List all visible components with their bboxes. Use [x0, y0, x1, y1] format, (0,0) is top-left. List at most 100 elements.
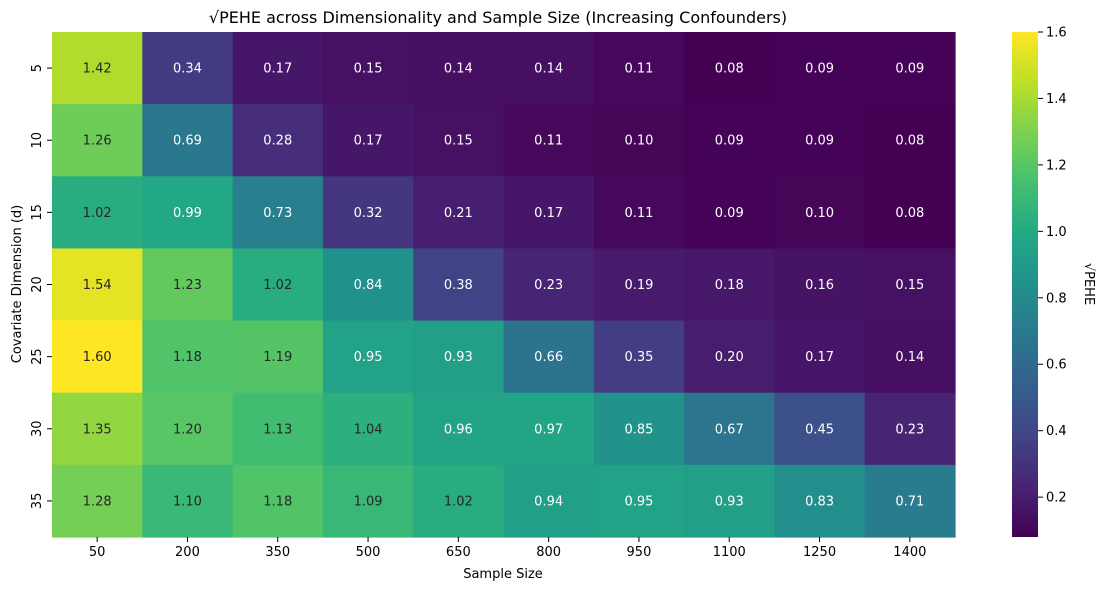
cell-value-label: 1.18 [173, 350, 202, 365]
colorbar-ticks: 0.2 0.4 0.6 0.8 1.0 1.2 1.4 1.6 [1038, 26, 1067, 506]
x-tick-label: 800 [536, 545, 561, 560]
cell-value-label: 0.95 [354, 350, 383, 365]
colorbar-tick-label: 1.4 [1046, 92, 1067, 107]
cell-value-label: 0.71 [895, 494, 924, 509]
heatmap-cell [684, 392, 775, 466]
heatmap-cell [52, 392, 143, 466]
y-tick-label: 5 [30, 64, 45, 72]
x-tick-label: 1100 [713, 545, 746, 560]
cell-value-label: 1.35 [83, 422, 112, 437]
heatmap-cell [774, 464, 866, 538]
cell-value-label: 1.26 [83, 134, 112, 149]
heatmap-cell [503, 320, 595, 394]
heatmap-cell [413, 392, 505, 466]
heatmap-cell [593, 392, 685, 466]
cell-value-label: 0.21 [444, 206, 473, 221]
heatmap-cell [322, 464, 414, 538]
cell-value-label: 0.93 [444, 350, 473, 365]
cell-value-label: 0.11 [534, 134, 563, 149]
cell-value-label: 0.20 [715, 350, 744, 365]
colorbar-tick-label: 0.4 [1046, 424, 1067, 439]
heatmap-cell [322, 104, 414, 177]
cell-value-label: 0.15 [354, 62, 383, 77]
cell-value-label: 0.96 [444, 422, 473, 437]
heatmap-cell [52, 32, 143, 105]
cell-value-label: 1.02 [83, 206, 112, 221]
cell-value-label: 0.73 [263, 206, 292, 221]
x-axis-ticks: 50 200 350 500 650 800 950 1100 1250 1400 [89, 537, 926, 560]
heatmap-cell [322, 176, 414, 250]
cell-value-label: 0.85 [624, 422, 653, 437]
heatmap-cell [864, 392, 956, 466]
heatmap-cell [593, 104, 685, 177]
cell-value-label: 0.19 [624, 278, 653, 293]
cell-value-label: 0.97 [534, 422, 563, 437]
cell-value-label: 0.09 [715, 206, 744, 221]
heatmap-cell [864, 32, 956, 105]
heatmap-cell [413, 320, 505, 394]
colorbar-tick-label: 0.6 [1046, 358, 1067, 373]
cell-value-label: 0.84 [354, 278, 383, 293]
heatmap-cell [232, 32, 324, 105]
x-tick-label: 1250 [803, 545, 836, 560]
heatmap-cell [142, 176, 234, 250]
heatmap-cell [52, 176, 143, 250]
cell-value-label: 0.38 [444, 278, 473, 293]
cell-value-label: 0.18 [715, 278, 744, 293]
heatmap-cell [52, 104, 143, 177]
y-tick-label: 35 [30, 493, 45, 510]
cell-value-label: 0.08 [895, 134, 924, 149]
cell-value-label: 1.42 [83, 62, 112, 77]
heatmap-cell [684, 464, 775, 538]
x-tick-label: 950 [627, 545, 652, 560]
cell-value-label: 0.14 [444, 62, 473, 77]
heatmap-cell [864, 464, 956, 538]
heatmap-cell [232, 464, 324, 538]
cell-value-label: 0.08 [895, 206, 924, 221]
heatmap-cell [774, 320, 866, 394]
cell-value-label: 1.60 [83, 350, 112, 365]
cell-value-label: 0.10 [805, 206, 834, 221]
colorbar-tick-label: 0.2 [1046, 491, 1067, 506]
x-tick-label: 500 [356, 545, 381, 560]
heatmap-cell [593, 32, 685, 105]
cell-value-label: 0.09 [805, 62, 834, 77]
cell-value-label: 0.15 [444, 134, 473, 149]
heatmap-cell [142, 392, 234, 466]
heatmap-cell [684, 104, 775, 177]
x-tick-label: 200 [175, 545, 200, 560]
cell-value-label: 0.83 [805, 494, 834, 509]
cell-value-label: 1.02 [444, 494, 473, 509]
colorbar-tick-label: 0.8 [1046, 291, 1067, 306]
heatmap-cell [684, 32, 775, 105]
heatmap-cell [142, 104, 234, 177]
colorbar-tick-label: 1.6 [1046, 26, 1067, 41]
cell-value-label: 0.67 [715, 422, 744, 437]
cell-value-label: 1.13 [263, 422, 292, 437]
heatmap-cell [503, 464, 595, 538]
cell-value-label: 0.09 [895, 62, 924, 77]
y-axis-ticks: 5 10 15 20 25 30 35 [30, 64, 52, 509]
heatmap-cell [774, 176, 866, 250]
x-axis-label: Sample Size [463, 567, 543, 582]
y-axis-label: Covariate Dimension (d) [10, 205, 25, 363]
cell-value-label: 0.28 [263, 134, 292, 149]
cell-value-label: 1.09 [354, 494, 383, 509]
heatmap-cell [322, 248, 414, 322]
heatmap-cell [232, 104, 324, 177]
heatmap-cell [503, 104, 595, 177]
cell-value-label: 0.32 [354, 206, 383, 221]
cell-value-label: 0.93 [715, 494, 744, 509]
cell-value-label: 0.08 [715, 62, 744, 77]
heatmap-cell [864, 248, 956, 322]
colorbar-label: √PEHE [1081, 263, 1096, 305]
heatmap-cell [413, 104, 505, 177]
heatmap-cell [684, 248, 775, 322]
colorbar-tick-label: 1.0 [1046, 225, 1067, 240]
cell-value-label: 0.66 [534, 350, 563, 365]
x-tick-label: 1400 [893, 545, 926, 560]
x-tick-label: 650 [446, 545, 471, 560]
heatmap-cell [774, 392, 866, 466]
cell-value-label: 0.09 [715, 134, 744, 149]
y-tick-label: 15 [30, 204, 45, 221]
